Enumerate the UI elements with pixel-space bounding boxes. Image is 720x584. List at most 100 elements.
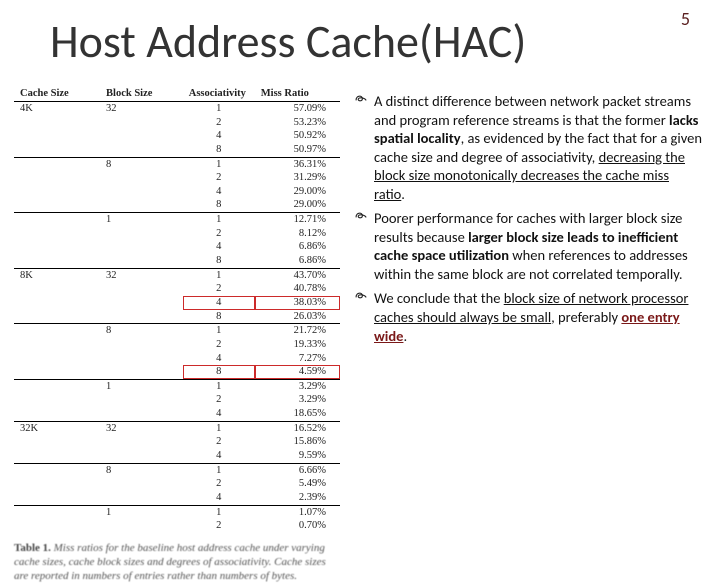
table-row: 28.12%	[14, 227, 340, 241]
cache-size-cell	[14, 338, 100, 352]
assoc-cell: 1	[183, 157, 255, 171]
table-row: 20.70%	[14, 519, 340, 533]
block-size-cell	[100, 338, 183, 352]
table-row: 826.03%	[14, 310, 340, 324]
miss-ratio-cell: 53.23%	[255, 116, 340, 130]
miss-ratio-cell: 6.86%	[255, 254, 340, 268]
block-size-cell: 8	[100, 157, 183, 171]
bullet-item: We conclude that the block size of netwo…	[354, 289, 702, 345]
miss-ratio-cell: 29.00%	[255, 185, 340, 199]
cache-size-cell	[14, 198, 100, 212]
block-size-cell: 1	[100, 213, 183, 227]
cache-size-cell	[14, 171, 100, 185]
assoc-cell: 2	[183, 435, 255, 449]
cache-size-cell	[14, 352, 100, 366]
assoc-cell: 4	[183, 491, 255, 505]
block-size-cell: 8	[100, 463, 183, 477]
assoc-cell: 1	[183, 421, 255, 435]
block-size-cell: 32	[100, 421, 183, 435]
miss-ratio-cell: 16.52%	[255, 421, 340, 435]
block-size-cell: 8	[100, 324, 183, 338]
block-size-cell	[100, 491, 183, 505]
table-row: 113.29%	[14, 379, 340, 393]
table-row: 850.97%	[14, 143, 340, 157]
miss-ratio-cell: 50.92%	[255, 129, 340, 143]
cache-size-cell	[14, 449, 100, 463]
table-row: 86.86%	[14, 254, 340, 268]
block-size-cell: 1	[100, 379, 183, 393]
table-row: 438.03%	[14, 296, 340, 310]
cache-size-cell	[14, 365, 100, 379]
table-row: 47.27%	[14, 352, 340, 366]
block-size-cell	[100, 227, 183, 241]
cache-size-cell	[14, 324, 100, 338]
block-size-cell	[100, 435, 183, 449]
miss-ratio-cell: 18.65%	[255, 407, 340, 421]
assoc-cell: 1	[183, 268, 255, 282]
block-size-cell	[100, 198, 183, 212]
assoc-cell: 2	[183, 477, 255, 491]
bullet-icon	[354, 92, 374, 203]
table-row: 418.65%	[14, 407, 340, 421]
miss-ratio-cell: 3.29%	[255, 379, 340, 393]
cache-size-cell: 4K	[14, 102, 100, 116]
table-row: 450.92%	[14, 129, 340, 143]
block-size-cell	[100, 116, 183, 130]
col-header: Block Size	[100, 86, 183, 102]
cache-size-cell	[14, 157, 100, 171]
miss-ratio-cell: 31.29%	[255, 171, 340, 185]
col-header: Miss Ratio	[255, 86, 340, 102]
assoc-cell: 8	[183, 365, 255, 379]
table-row: 84.59%	[14, 365, 340, 379]
table-row: 816.66%	[14, 463, 340, 477]
block-size-cell	[100, 352, 183, 366]
assoc-cell: 4	[183, 407, 255, 421]
block-size-cell: 1	[100, 505, 183, 519]
bullet-list: A distinct difference between network pa…	[354, 92, 702, 351]
assoc-cell: 1	[183, 463, 255, 477]
assoc-cell: 2	[183, 171, 255, 185]
block-size-cell	[100, 477, 183, 491]
cache-size-cell	[14, 519, 100, 533]
cache-size-cell	[14, 143, 100, 157]
cache-size-cell	[14, 254, 100, 268]
bullet-icon	[354, 209, 374, 283]
miss-ratio-cell: 36.31%	[255, 157, 340, 171]
slide-title: Host Address Cache(HAC)	[50, 14, 526, 70]
cache-size-cell	[14, 379, 100, 393]
miss-ratio-cell: 4.59%	[255, 365, 340, 379]
assoc-cell: 4	[183, 185, 255, 199]
bullet-icon	[354, 289, 374, 345]
cache-size-cell	[14, 435, 100, 449]
miss-ratio-cell: 50.97%	[255, 143, 340, 157]
miss-ratio-cell: 43.70%	[255, 268, 340, 282]
miss-ratio-cell: 38.03%	[255, 296, 340, 310]
block-size-cell	[100, 185, 183, 199]
table-row: 23.29%	[14, 393, 340, 407]
miss-ratio-cell: 7.27%	[255, 352, 340, 366]
cache-size-cell	[14, 227, 100, 241]
assoc-cell: 8	[183, 310, 255, 324]
assoc-cell: 1	[183, 324, 255, 338]
cache-size-cell	[14, 407, 100, 421]
cache-size-cell: 8K	[14, 268, 100, 282]
table-row: 42.39%	[14, 491, 340, 505]
assoc-cell: 2	[183, 282, 255, 296]
block-size-cell	[100, 449, 183, 463]
table-row: 215.86%	[14, 435, 340, 449]
table-row: 219.33%	[14, 338, 340, 352]
miss-ratio-cell: 6.66%	[255, 463, 340, 477]
col-header: Cache Size	[14, 86, 100, 102]
assoc-cell: 8	[183, 198, 255, 212]
miss-ratio-cell: 1.07%	[255, 505, 340, 519]
table-row: 829.00%	[14, 198, 340, 212]
assoc-cell: 4	[183, 129, 255, 143]
bullet-item: Poorer performance for caches with large…	[354, 209, 702, 283]
table-row: 8K32143.70%	[14, 268, 340, 282]
block-size-cell	[100, 296, 183, 310]
miss-ratio-cell: 26.03%	[255, 310, 340, 324]
assoc-cell: 4	[183, 352, 255, 366]
table-row: 111.07%	[14, 505, 340, 519]
table-row: 25.49%	[14, 477, 340, 491]
table-row: 32K32116.52%	[14, 421, 340, 435]
